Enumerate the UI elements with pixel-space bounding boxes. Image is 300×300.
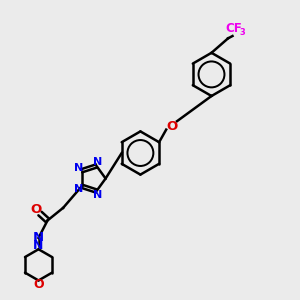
Text: O: O	[33, 278, 44, 291]
Text: CF: CF	[226, 22, 242, 35]
Text: 3: 3	[239, 28, 245, 37]
Text: O: O	[166, 120, 177, 133]
Text: O: O	[31, 202, 42, 216]
Text: N: N	[33, 231, 44, 244]
Text: N: N	[33, 239, 44, 252]
Text: N: N	[74, 164, 83, 173]
Text: N: N	[93, 190, 102, 200]
Text: N: N	[74, 184, 83, 194]
Text: N: N	[93, 157, 102, 167]
